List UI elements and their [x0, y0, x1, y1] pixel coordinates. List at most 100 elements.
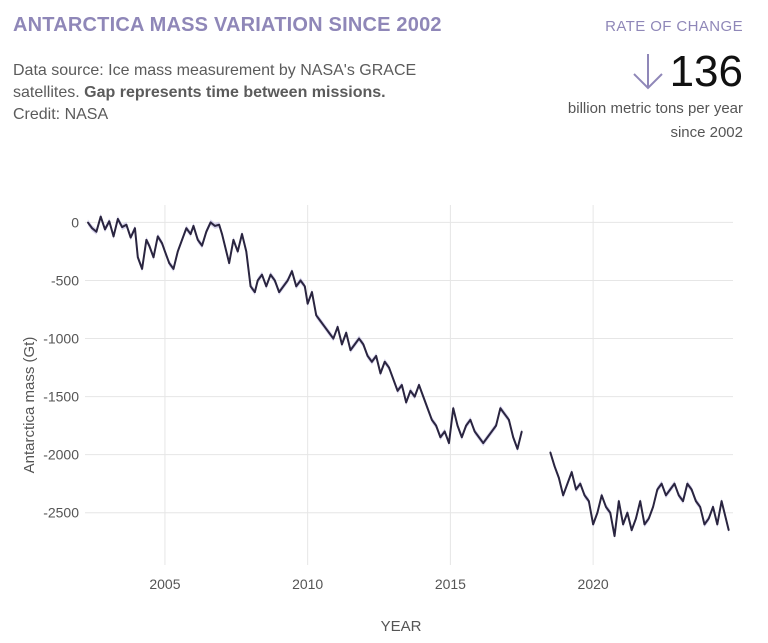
- data-point: [439, 436, 442, 439]
- data-point: [549, 451, 552, 454]
- data-point: [643, 523, 646, 526]
- data-point: [172, 268, 175, 270]
- data-point: [265, 285, 268, 288]
- data-point: [665, 494, 667, 497]
- data-point: [562, 494, 564, 497]
- data-point: [245, 250, 248, 253]
- data-point: [311, 291, 313, 293]
- data-point: [566, 482, 569, 485]
- data-point: [639, 500, 642, 502]
- y-tick-label: -2000: [43, 447, 79, 463]
- data-point: [677, 494, 680, 497]
- data-point: [99, 215, 102, 218]
- data-point: [388, 366, 390, 369]
- data-point: [189, 233, 192, 235]
- credit-text: Credit: NASA: [13, 106, 109, 123]
- data-point: [148, 244, 151, 247]
- down-arrow-icon: [632, 54, 663, 90]
- data-point: [690, 488, 693, 491]
- data-point: [201, 244, 203, 247]
- data-point: [570, 471, 573, 473]
- data-point: [332, 337, 335, 340]
- data-point: [686, 482, 689, 485]
- data-point: [465, 424, 467, 427]
- y-axis-label: Antarctica mass (Gt): [21, 337, 38, 474]
- data-point: [413, 395, 416, 398]
- data-point: [341, 343, 343, 346]
- data-point: [716, 523, 719, 526]
- data-point: [156, 235, 159, 238]
- chart-description: Data source: Ice mass measurement by NAS…: [13, 60, 483, 126]
- data-point: [418, 384, 420, 386]
- data-point: [371, 360, 373, 363]
- data-point: [286, 279, 289, 282]
- x-tick-label: 2020: [578, 576, 609, 592]
- data-point: [104, 228, 106, 231]
- data-point: [205, 230, 208, 233]
- data-point: [91, 227, 93, 230]
- data-point: [241, 233, 243, 235]
- data-point: [141, 268, 143, 270]
- data-point: [249, 285, 252, 288]
- data-point: [699, 506, 701, 508]
- data-point: [328, 331, 330, 334]
- data-point: [221, 233, 223, 235]
- data-point: [512, 436, 514, 439]
- uncertainty-band-1: [87, 213, 522, 452]
- data-point: [218, 223, 220, 226]
- data-point: [236, 250, 239, 253]
- data-point: [508, 419, 510, 421]
- data-point: [499, 407, 502, 410]
- data-point: [725, 517, 727, 520]
- data-point: [145, 239, 148, 241]
- data-source-text: Data source: Ice mass measurement by NAS…: [13, 62, 417, 101]
- data-point: [682, 500, 684, 502]
- data-point: [401, 384, 403, 386]
- data-point: [134, 227, 136, 230]
- uncertainty-band-2: [550, 449, 729, 539]
- data-point: [396, 390, 399, 392]
- rate-of-change-label: RATE OF CHANGE: [605, 18, 743, 35]
- data-point: [712, 506, 714, 508]
- data-point: [431, 419, 433, 421]
- data-point: [443, 430, 446, 433]
- mass-line-1: [87, 215, 523, 450]
- data-point: [366, 355, 369, 357]
- data-point: [520, 430, 523, 433]
- data-point: [137, 256, 139, 259]
- data-point: [727, 529, 730, 531]
- data-point: [232, 239, 235, 241]
- data-point: [196, 239, 199, 241]
- data-point: [720, 500, 723, 502]
- data-point: [707, 517, 710, 520]
- data-point: [299, 279, 302, 282]
- data-point: [274, 279, 276, 282]
- y-tick-label: -500: [51, 272, 79, 288]
- mass-line-2: [549, 452, 730, 537]
- data-point: [486, 436, 489, 439]
- data-point: [108, 220, 111, 223]
- data-point: [117, 218, 119, 220]
- data-point: [583, 494, 586, 497]
- y-tick-label: 0: [71, 214, 79, 230]
- mass-chart: 0 -500 -1000 -1500 -2000 -2500 2005 2010 2015 202…: [21, 205, 733, 635]
- data-point: [261, 273, 263, 276]
- data-point: [349, 349, 352, 351]
- data-point: [630, 529, 633, 531]
- data-point: [482, 442, 485, 444]
- data-point: [269, 273, 272, 276]
- data-point: [392, 378, 395, 380]
- x-tick-label: 2015: [435, 576, 466, 592]
- data-point: [673, 482, 676, 485]
- x-axis-label: YEAR: [381, 618, 422, 635]
- data-point: [121, 226, 123, 228]
- data-point: [490, 430, 493, 433]
- data-point: [613, 535, 616, 537]
- data-point: [161, 242, 163, 245]
- rate-unit: billion metric tons per year since 2002: [567, 100, 743, 141]
- data-point: [306, 302, 309, 305]
- data-point: [291, 270, 293, 272]
- data-point: [656, 488, 659, 491]
- data-point: [185, 227, 188, 230]
- data-point: [516, 448, 519, 450]
